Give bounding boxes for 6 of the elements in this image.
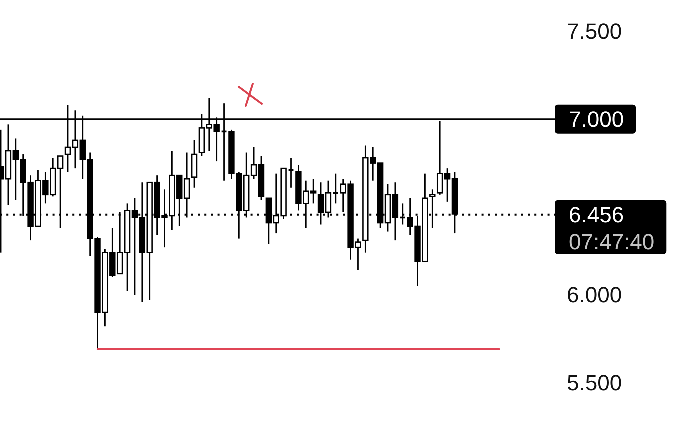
y-tick-label: 5.500 xyxy=(567,370,622,396)
y-tick-label: 6.000 xyxy=(567,282,622,308)
candlestick xyxy=(191,140,198,189)
ref-line-label: 7.000 xyxy=(569,106,624,132)
y-tick-label: 7.500 xyxy=(567,19,622,44)
ref-line-label: 6.456 07:47:40 xyxy=(569,202,655,254)
